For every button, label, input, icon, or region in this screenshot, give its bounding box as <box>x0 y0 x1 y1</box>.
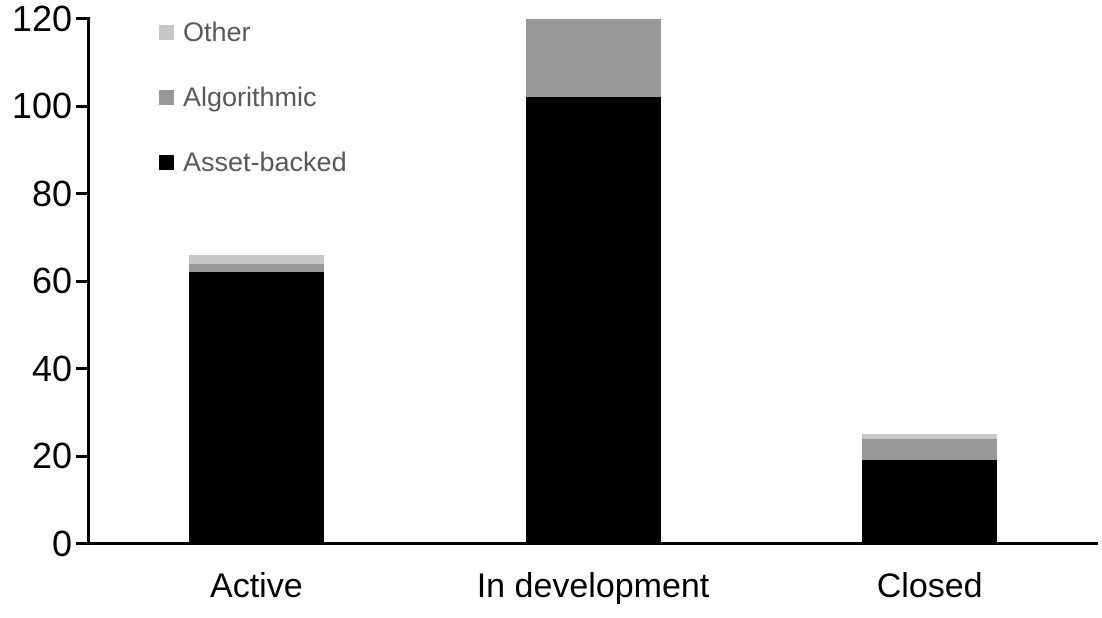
x-category-label-closed: Closed <box>876 567 983 605</box>
y-tick-label-40: 40 <box>31 347 72 389</box>
x-category-label-active: Active <box>210 567 303 605</box>
y-tick-mark-60 <box>76 279 88 283</box>
y-tick-mark-40 <box>76 367 88 370</box>
other-swatch-icon <box>159 24 174 40</box>
y-tick-mark-100 <box>76 104 88 108</box>
algorithmic-swatch-icon <box>159 89 174 105</box>
bar-segment-asset-backed-active <box>188 272 324 544</box>
y-tick-mark-20 <box>76 454 88 458</box>
y-tick-label-100: 100 <box>11 85 72 126</box>
x-category-label-in-development: In development <box>476 567 710 605</box>
legend-item-other: Other <box>159 16 347 48</box>
y-tick-label-80: 80 <box>31 172 72 214</box>
legend-label-algorithmic: Algorithmic <box>183 82 317 112</box>
bar-segment-algorithmic-active <box>188 263 324 273</box>
chart-legend: Other Algorithmic Asset-backed <box>159 16 347 178</box>
legend-item-asset-backed: Asset-backed <box>159 146 347 178</box>
y-tick-mark-0 <box>76 542 88 545</box>
bar-segment-asset-backed-in-development <box>525 97 661 544</box>
y-axis-line <box>87 17 90 545</box>
legend-label-asset-backed: Asset-backed <box>183 147 347 177</box>
y-tick-label-0: 0 <box>51 522 72 564</box>
legend-label-other: Other <box>183 17 251 47</box>
y-tick-label-20: 20 <box>31 435 72 476</box>
y-tick-label-60: 60 <box>31 260 72 301</box>
bar-segment-other-active <box>188 254 324 264</box>
x-axis-line <box>87 542 1098 545</box>
y-tick-mark-120 <box>76 17 88 20</box>
asset-backed-swatch-icon <box>159 154 174 170</box>
bar-segment-asset-backed-closed <box>862 460 998 544</box>
bar-segment-algorithmic-closed <box>862 438 998 461</box>
bar-segment-algorithmic-in-development <box>525 18 661 98</box>
y-tick-label-120: 120 <box>11 0 72 39</box>
bar-segment-other-closed <box>862 434 998 439</box>
y-tick-mark-80 <box>76 192 88 195</box>
legend-item-algorithmic: Algorithmic <box>159 81 347 113</box>
